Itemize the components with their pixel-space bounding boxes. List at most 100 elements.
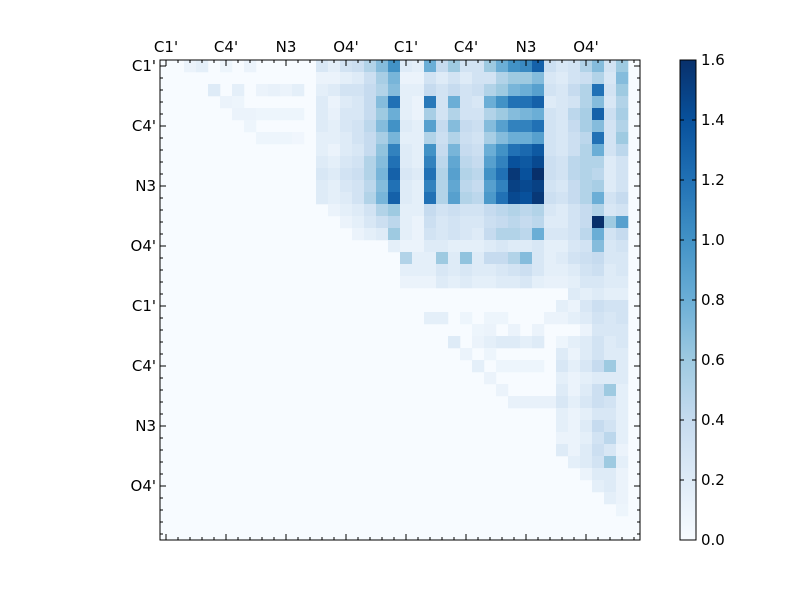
heatmap-cell (544, 276, 557, 289)
heatmap-cell (568, 216, 581, 229)
heatmap-cell (616, 432, 629, 445)
heatmap-cell (616, 192, 629, 205)
heatmap-cell (532, 360, 545, 373)
heatmap-cell (388, 108, 401, 121)
heatmap-cell (472, 252, 485, 265)
heatmap-cell (508, 228, 521, 241)
heatmap-cell (616, 336, 629, 349)
heatmap-cell (580, 72, 593, 85)
heatmap-cell (568, 360, 581, 373)
heatmap-cell (484, 60, 497, 73)
heatmap-cell (616, 480, 629, 493)
heatmap-cell (508, 84, 521, 97)
heatmap-cell (412, 96, 425, 109)
heatmap-cell (604, 480, 617, 493)
heatmap-cell (544, 132, 557, 145)
heatmap-cell (340, 180, 353, 193)
heatmap-cell (376, 204, 389, 217)
heatmap-cell (352, 144, 365, 157)
heatmap-cell (592, 120, 605, 133)
y-tick-label: C1' (132, 57, 156, 75)
heatmap-cell (400, 276, 413, 289)
heatmap-cell (580, 240, 593, 253)
heatmap-cell (592, 288, 605, 301)
heatmap-cell (460, 312, 473, 325)
heatmap-cell (352, 228, 365, 241)
heatmap-cell (412, 84, 425, 97)
heatmap-cell (328, 156, 341, 169)
heatmap-cell (592, 96, 605, 109)
heatmap-cell (268, 84, 281, 97)
heatmap-cell (496, 312, 509, 325)
heatmap-cell (484, 132, 497, 145)
heatmap-cell (496, 120, 509, 133)
x-tick-label: O4' (573, 38, 598, 56)
heatmap-cell (292, 108, 305, 121)
heatmap-cell (400, 60, 413, 73)
heatmap-cell (568, 132, 581, 145)
heatmap-cell (352, 120, 365, 133)
heatmap-cell (592, 396, 605, 409)
heatmap-cell (352, 168, 365, 181)
heatmap-cell (508, 96, 521, 109)
heatmap-cell (448, 192, 461, 205)
heatmap-cell (580, 432, 593, 445)
heatmap-cell (400, 228, 413, 241)
heatmap-cell (472, 216, 485, 229)
heatmap-cell (292, 84, 305, 97)
heatmap-cell (604, 348, 617, 361)
heatmap-cell (616, 288, 629, 301)
heatmap-cell (484, 108, 497, 121)
heatmap-cell (364, 84, 377, 97)
heatmap-cell (592, 204, 605, 217)
heatmap-cell (364, 156, 377, 169)
heatmap-cell (388, 144, 401, 157)
heatmap-cell (604, 276, 617, 289)
heatmap-cell (316, 72, 329, 85)
heatmap-cell (460, 228, 473, 241)
heatmap-cell (592, 144, 605, 157)
heatmap-cell (496, 264, 509, 277)
heatmap-cell (508, 144, 521, 157)
heatmap-cell (556, 228, 569, 241)
heatmap-cell (544, 264, 557, 277)
heatmap-cell (424, 60, 437, 73)
heatmap-cell (496, 276, 509, 289)
heatmap-cell (376, 72, 389, 85)
heatmap-cells (160, 60, 640, 540)
heatmap-cell (364, 228, 377, 241)
heatmap-cell (616, 156, 629, 169)
heatmap-cell (568, 252, 581, 265)
heatmap-cell (484, 144, 497, 157)
heatmap-cell (592, 156, 605, 169)
heatmap-cell (376, 180, 389, 193)
heatmap-cell (592, 312, 605, 325)
heatmap-cell (616, 324, 629, 337)
heatmap-cell (448, 60, 461, 73)
heatmap-ticks (160, 60, 640, 540)
heatmap-cell (580, 288, 593, 301)
heatmap-cell (340, 192, 353, 205)
heatmap-cell (604, 144, 617, 157)
heatmap-cell (364, 168, 377, 181)
heatmap-cell (604, 360, 617, 373)
heatmap-cell (496, 216, 509, 229)
heatmap-cell (580, 444, 593, 457)
heatmap-cell (460, 144, 473, 157)
heatmap-cell (460, 240, 473, 253)
heatmap-cell (496, 240, 509, 253)
heatmap-cell (196, 60, 209, 73)
heatmap-cell (400, 240, 413, 253)
heatmap-cell (364, 180, 377, 193)
heatmap-cell (400, 168, 413, 181)
heatmap-cell (580, 204, 593, 217)
heatmap-cell (592, 180, 605, 193)
heatmap-cell (316, 108, 329, 121)
heatmap-cell (592, 240, 605, 253)
colorbar-tick-label: 0.8 (701, 291, 725, 309)
heatmap-cell (520, 84, 533, 97)
x-tick-label: O4' (333, 38, 358, 56)
heatmap-cell (460, 264, 473, 277)
heatmap-cell (592, 228, 605, 241)
heatmap-cell (508, 168, 521, 181)
